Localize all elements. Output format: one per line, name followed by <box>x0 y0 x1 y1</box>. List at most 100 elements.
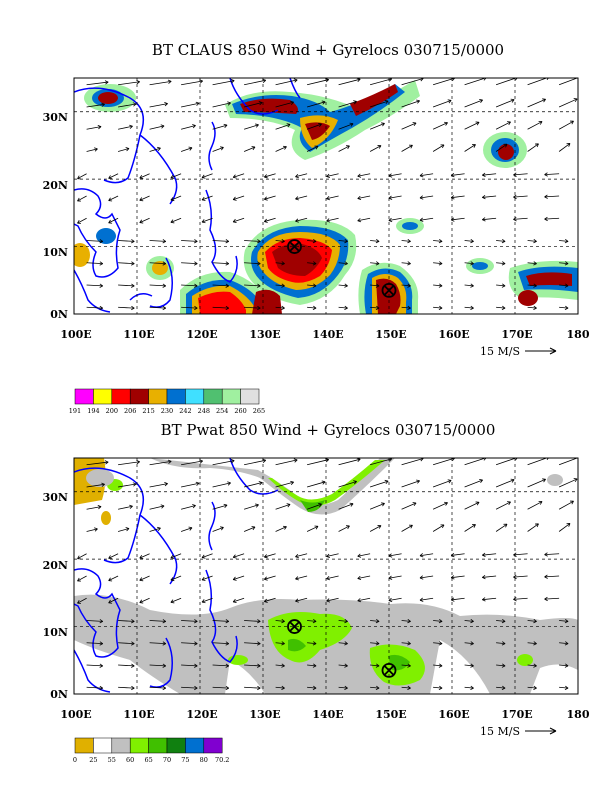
claus-wind-vector <box>496 238 506 244</box>
pwat-wind-vector <box>419 553 434 558</box>
pwat-wind-vector <box>149 663 167 668</box>
claus-wind-vector <box>180 124 196 130</box>
pwat-wind-vector <box>433 685 443 691</box>
pwat-wind-vector <box>559 618 569 624</box>
pwat-gyre-marker <box>381 663 397 678</box>
pwat-lat-label-30n: 30N <box>43 491 68 504</box>
claus-colorbar-label: 242 <box>179 407 191 415</box>
claus-wind-vectors <box>77 78 578 311</box>
claus-wind-vector <box>558 120 574 130</box>
pwat-wind-vector <box>201 553 213 559</box>
pwat-wind-vector <box>559 641 569 646</box>
pwat-wind-vector <box>544 552 560 557</box>
claus-colorbar-label: 248 <box>198 407 210 415</box>
pwat-colorbar: 0 25 55 60 65 70 75 80 70.2 <box>73 737 229 764</box>
claus-wind-vector <box>401 99 420 108</box>
pwat-wind-vector <box>86 619 104 624</box>
pwat-wind-vector <box>388 597 402 603</box>
claus-wind-vector <box>307 283 317 288</box>
claus-wind-vector <box>86 239 104 244</box>
claus-wind-vector <box>433 305 443 311</box>
claus-wind-vector <box>433 261 443 266</box>
pwat-wind-vector <box>244 458 266 466</box>
claus-lon-label: 170E <box>501 328 532 341</box>
pwat-wind-vector <box>464 501 480 510</box>
cloud-cluster-second-gyre <box>358 262 419 314</box>
pwat-wind-vector <box>170 575 182 582</box>
pwat-colorbar-label: 75 <box>181 756 189 764</box>
claus-wind-vector <box>513 194 528 200</box>
claus-wind-vector <box>482 195 497 200</box>
cloud-cluster-south-china-sea <box>84 84 136 112</box>
claus-wind-vector <box>527 143 539 152</box>
claus-lon-label: 150E <box>375 328 406 341</box>
pwat-wind-vector <box>275 663 285 668</box>
pwat-wind-vector <box>244 663 261 668</box>
pwat-lon-label: 170E <box>501 708 532 721</box>
claus-wind-vector <box>369 99 389 108</box>
pwat-wind-vector <box>369 479 389 488</box>
pwat-wind-vector <box>180 526 193 532</box>
claus-gyre-marker <box>287 239 302 254</box>
claus-wind-vector <box>527 305 537 311</box>
claus-wind-vector <box>149 146 161 152</box>
claus-wind-vector <box>370 305 380 311</box>
claus-grid <box>74 78 578 314</box>
claus-wind-vector <box>149 102 168 108</box>
pwat-colorbar-label: 60 <box>126 756 134 764</box>
pwat-wind-vector <box>388 575 402 580</box>
claus-wind-vector <box>450 172 465 178</box>
pwat-wind-vector <box>558 523 571 532</box>
claus-wind-vector <box>401 305 411 311</box>
claus-wind-vector <box>212 101 231 108</box>
pwat-wind-vector <box>77 553 87 560</box>
claus-wind-vector <box>482 172 497 178</box>
pwat-wind-vector <box>401 524 413 532</box>
pwat-lat-label-20n: 20N <box>43 559 68 572</box>
claus-map-title: BT CLAUS 850 Wind + Gyrelocs 030715/0000 <box>152 41 504 59</box>
pwat-wind-vector <box>369 525 382 532</box>
claus-wind-vector <box>117 147 130 152</box>
claus-wind-vector <box>201 195 213 201</box>
claus-wind-vector <box>369 78 392 86</box>
claus-wind-vector <box>149 79 172 86</box>
pwat-wind-vector <box>558 478 578 488</box>
pwat-wind-vector <box>108 553 119 560</box>
claus-wind-vector <box>212 79 235 86</box>
pwat-wind-vector <box>450 597 465 602</box>
pwat-wind-vector <box>181 685 198 691</box>
pwat-wind-vector <box>118 663 135 668</box>
claus-wind-vector <box>264 173 276 179</box>
claus-wind-vector <box>307 261 317 266</box>
claus-wind-vector <box>86 80 109 86</box>
pwat-wind-vector <box>139 575 150 582</box>
pwat-wind-vector <box>338 458 361 466</box>
pwat-wind-vector <box>139 553 150 559</box>
pwat-wind-vector <box>432 524 445 532</box>
claus-map: BT CLAUS 850 Wind + Gyrelocs 030715/0000 <box>43 41 590 415</box>
claus-lat-label-20n: 20N <box>43 179 68 192</box>
claus-colorbar-label: 215 <box>142 407 154 415</box>
claus-wind-vector <box>338 100 357 108</box>
pwat-wind-vector <box>482 575 497 580</box>
pwat-wind-vector <box>482 597 497 602</box>
claus-wind-vector <box>244 101 263 108</box>
claus-wind-vector <box>558 78 578 86</box>
pwat-wind-vector <box>338 641 348 646</box>
pwat-wind-vector <box>338 502 354 510</box>
pwat-wind-vector <box>77 597 87 604</box>
pwat-wind-vector <box>86 663 104 668</box>
pwat-colorbar-label: 65 <box>144 756 152 764</box>
claus-wind-vector <box>544 194 560 199</box>
pwat-wind-vector <box>212 663 230 668</box>
pwat-wind-vector <box>212 641 230 646</box>
claus-wind-vector <box>244 305 261 311</box>
pwat-wind-vector <box>212 459 235 466</box>
cloud-cluster-main-gyre <box>243 219 357 305</box>
claus-wind-vector <box>513 172 528 177</box>
claus-colorbar-label: 200 <box>106 407 118 415</box>
claus-colorbar-swatch <box>240 388 260 405</box>
claus-wind-vector <box>559 261 569 266</box>
pwat-wind-vector <box>357 575 371 581</box>
pwat-wind-vector <box>244 641 261 646</box>
